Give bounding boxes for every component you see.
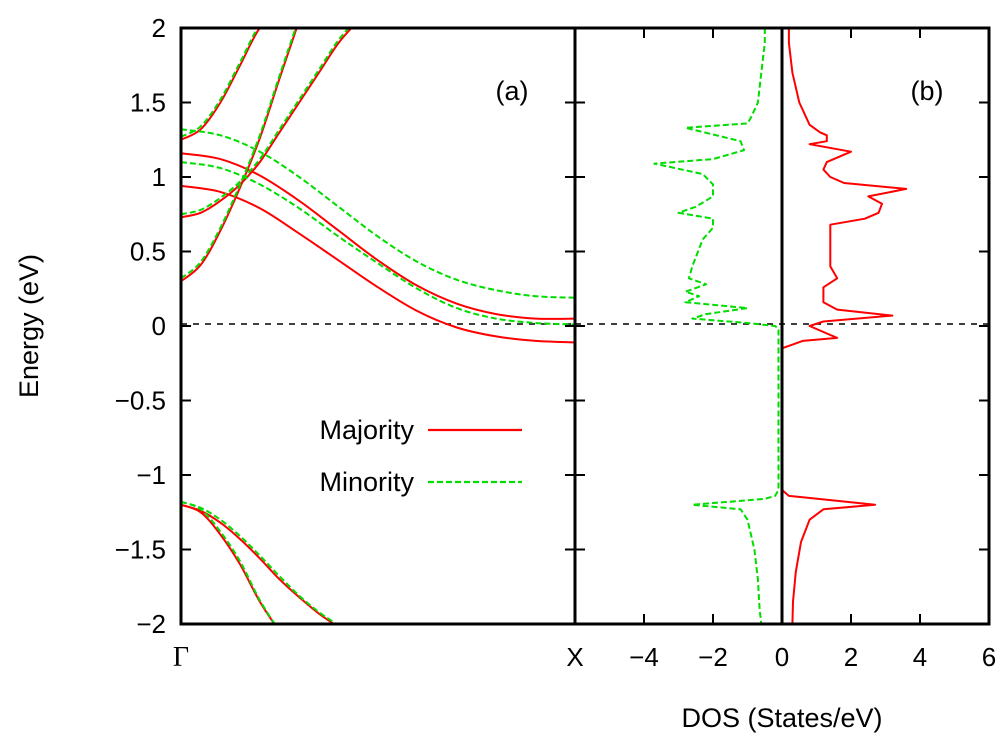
tick-marks — [181, 27, 989, 625]
legend-label-majority: Majority — [319, 415, 414, 445]
y-tick-label: 0.5 — [130, 237, 166, 267]
minority-band-line — [181, 500, 339, 624]
dos-x-tick-label: 6 — [982, 642, 996, 672]
majority-band-line — [181, 28, 298, 283]
majority-band-line — [181, 28, 353, 219]
legend: Majority Minority — [319, 415, 522, 497]
panel-b-frame — [573, 26, 991, 626]
x-tick-label-gamma: Γ — [173, 642, 189, 673]
y-tick-label: −0.5 — [115, 386, 166, 416]
dos-x-tick-label: 0 — [775, 642, 789, 672]
y-tick-labels: 2 1.5 1 0.5 0 −0.5 −1 −1.5 −2 — [115, 13, 166, 639]
minority-band-line — [181, 28, 297, 280]
panel-a-frame — [179, 26, 577, 626]
minority-band-line — [181, 500, 276, 624]
dos-x-tick-label: −4 — [629, 642, 659, 672]
majority-dos-line — [781, 28, 908, 624]
dos-x-tick-label: 4 — [913, 642, 927, 672]
majority-band-line — [181, 184, 575, 344]
y-tick-label: −1.5 — [115, 535, 166, 565]
y-tick-label: 2 — [152, 13, 166, 43]
dos-x-tick-labels: −4 −2 0 2 4 6 — [629, 642, 996, 672]
panel-b-dos-lines — [653, 28, 908, 624]
minority-dos-line — [653, 28, 780, 624]
y-axis-title: Energy (eV) — [14, 254, 44, 398]
y-tick-label: 0 — [152, 311, 166, 341]
majority-band-line — [181, 503, 336, 624]
y-tick-label: −1 — [136, 460, 166, 490]
panel-a-band-lines — [181, 28, 575, 624]
minority-band-line — [181, 28, 259, 138]
dos-x-tick-label: −2 — [698, 642, 728, 672]
panel-b-label: (b) — [911, 76, 944, 106]
y-tick-label: −2 — [136, 609, 166, 639]
minority-band-line — [181, 28, 351, 216]
dos-x-axis-title: DOS (States/eV) — [681, 703, 882, 733]
minority-band-line — [181, 128, 575, 299]
x-tick-label-x: X — [566, 642, 583, 672]
legend-label-minority: Minority — [319, 467, 414, 497]
panel-a-label: (a) — [496, 76, 529, 106]
y-tick-label: 1 — [152, 162, 166, 192]
majority-band-line — [181, 503, 276, 624]
dos-x-tick-label: 2 — [844, 642, 858, 672]
y-tick-label: 1.5 — [130, 88, 166, 118]
